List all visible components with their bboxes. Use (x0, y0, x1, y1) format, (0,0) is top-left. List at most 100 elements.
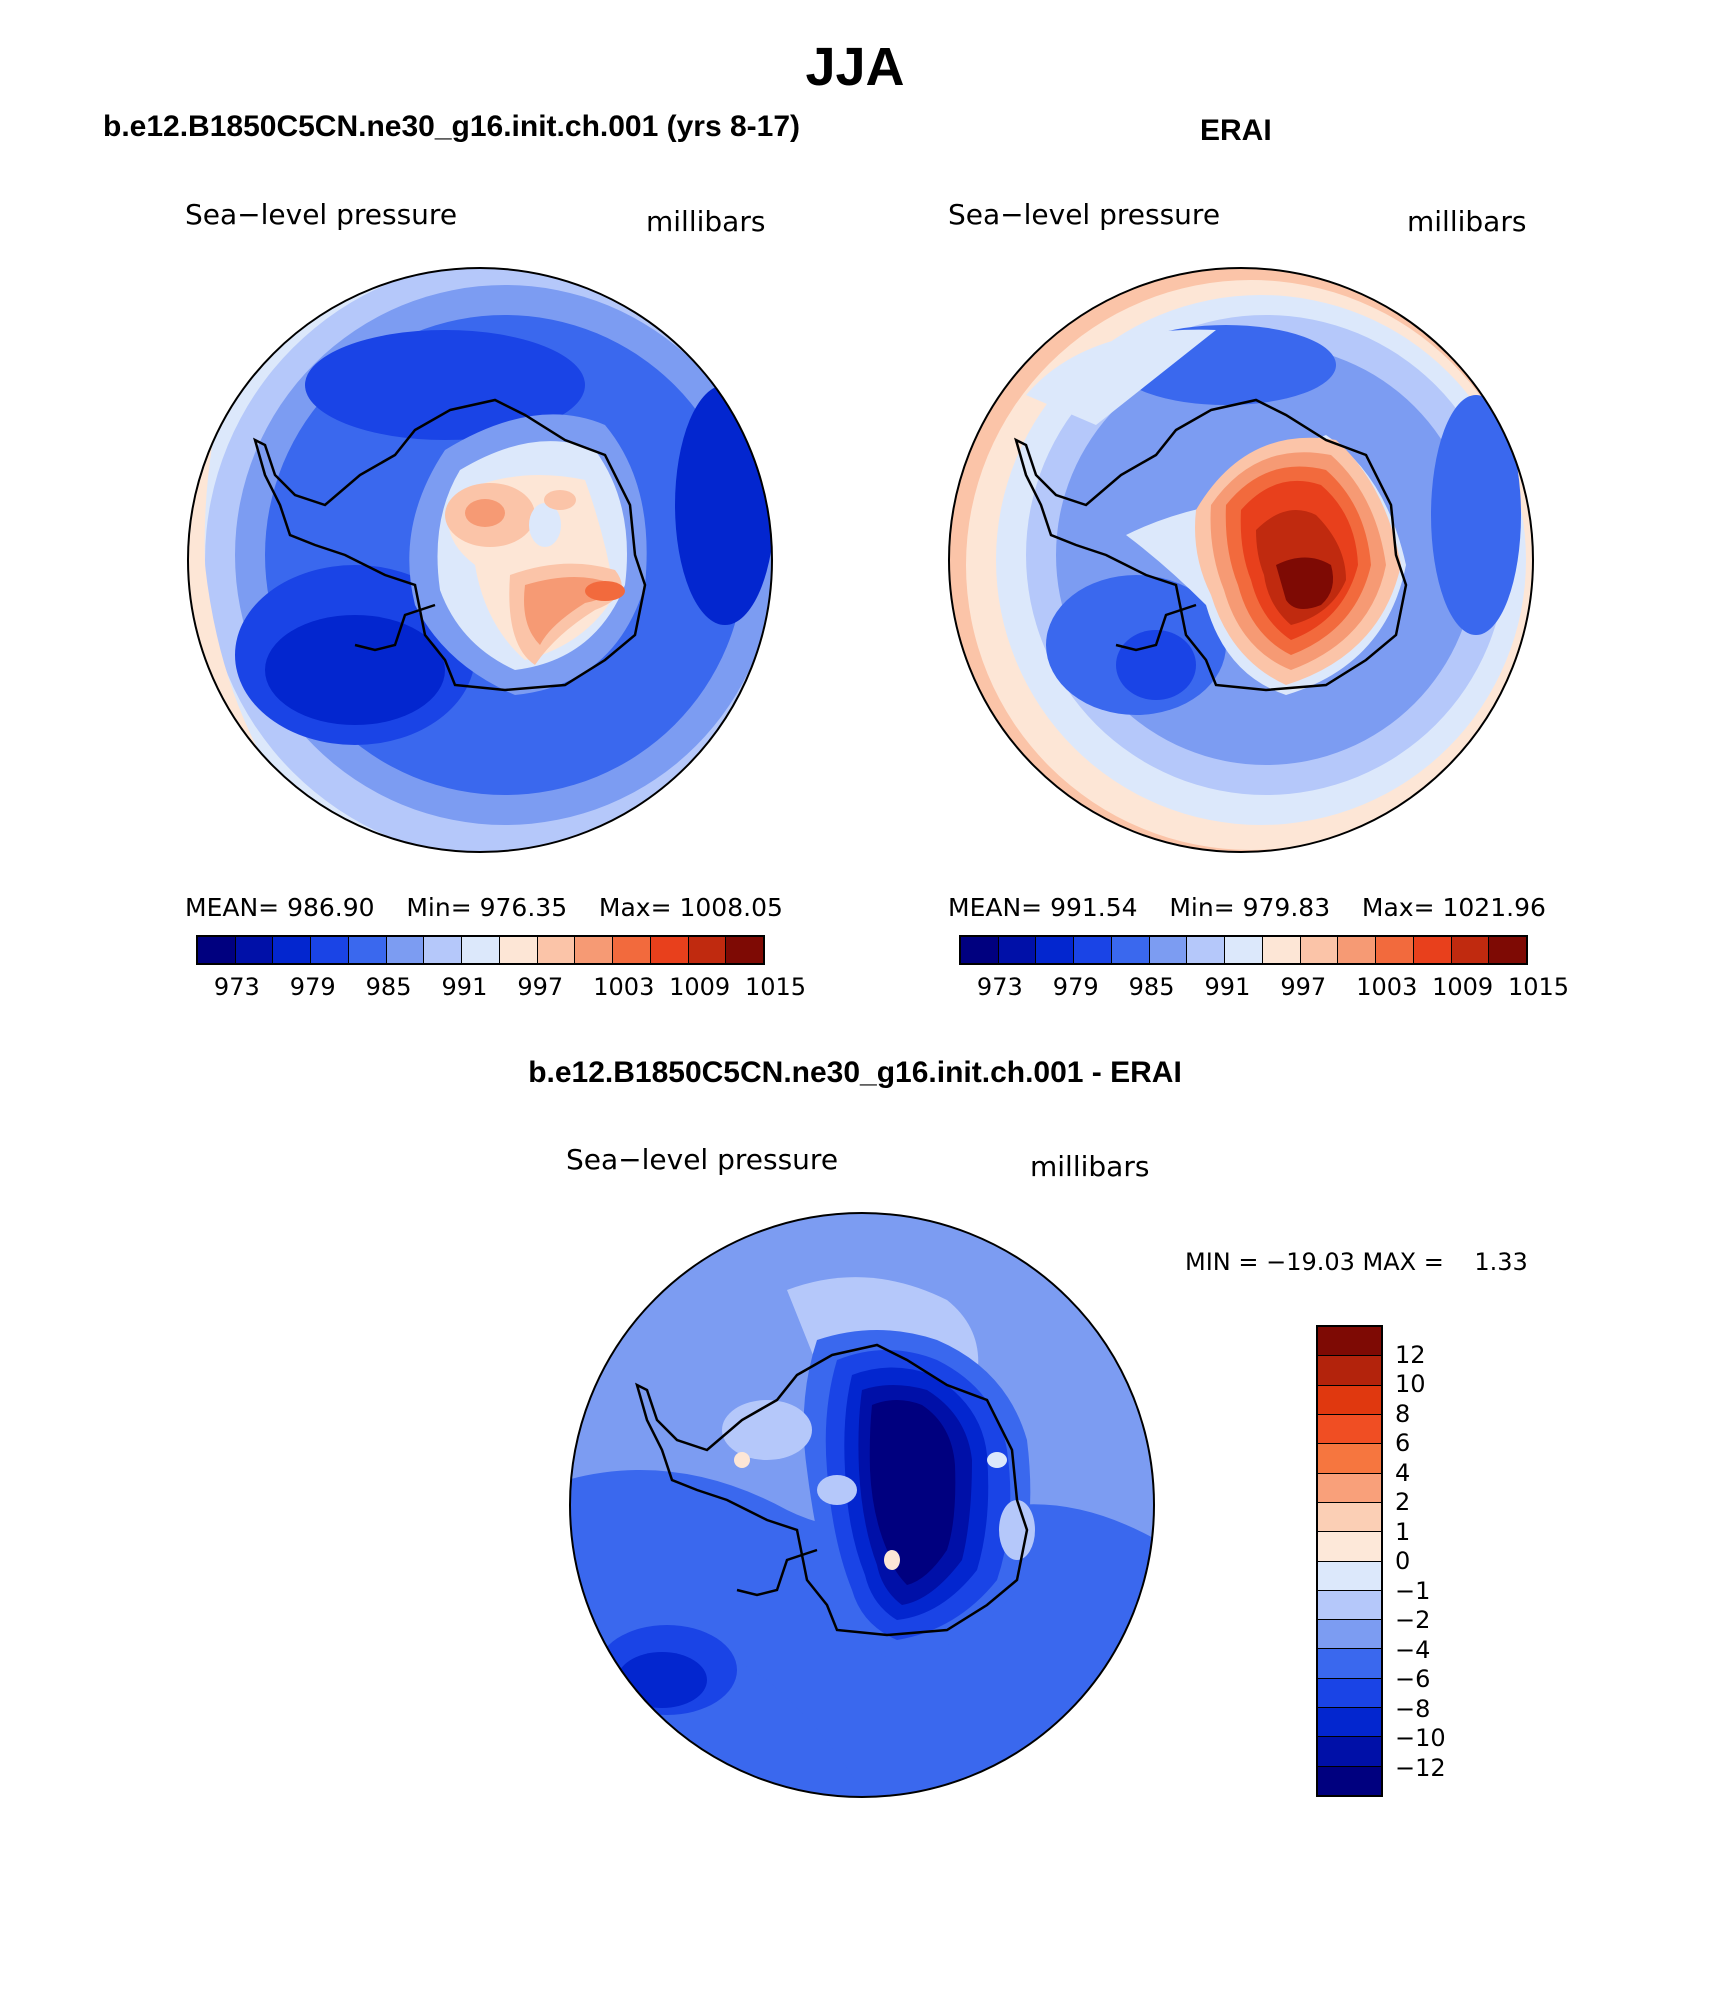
panel-2-mean-value: 991.54 (1050, 893, 1138, 922)
diff-field-label: Sea−level pressure (566, 1143, 839, 1176)
diff-colorbar-swatch (1318, 1414, 1381, 1445)
panel-2-colorbar-tick-label: 973 (976, 973, 1023, 1001)
diff-colorbar-tick-label: −1 (1395, 1576, 1431, 1605)
diff-colorbar-tick-label: 6 (1395, 1429, 1411, 1457)
panel-1-colorbar-tick-label: 991 (441, 973, 488, 1001)
panel-2-colorbar-swatch (998, 937, 1037, 963)
panel-2-colorbar-tick-label: 1015 (1508, 973, 1570, 1001)
panel-2-colorbar-tick-label: 997 (1280, 973, 1327, 1001)
panel-1-colorbar-swatch (311, 937, 349, 963)
panel-1-colorbar-swatch (424, 937, 463, 963)
panel-1-stats: MEAN= 986.90 Min= 976.35 Max= 1008.05 (185, 893, 783, 922)
diff-colorbar-swatch (1318, 1473, 1381, 1503)
diff-colorbar-tick-label: −6 (1395, 1665, 1431, 1693)
diff-colorbar-swatch (1318, 1708, 1381, 1738)
diff-colorbar-tick-label: −4 (1395, 1635, 1431, 1664)
panel-1-colorbar-tick-label: 997 (517, 973, 564, 1001)
panel-1-mean-label: MEAN= (185, 893, 280, 922)
panel-1-colorbar-swatch (613, 937, 651, 963)
diff-colorbar-swatch (1318, 1532, 1381, 1562)
panel-2-colorbar-swatch (961, 937, 999, 963)
diff-colorbar-swatch (1318, 1766, 1381, 1795)
diff-colorbar-swatch (1318, 1561, 1381, 1591)
panel-2-colorbar-swatch (1338, 937, 1377, 963)
panel-2-colorbar-tick-label: 1009 (1432, 973, 1494, 1001)
panel-1-max-label: Max= (598, 893, 672, 922)
panel-2-units-label: millibars (1407, 205, 1527, 238)
figure-title: JJA (805, 37, 905, 97)
diff-colorbar-tick-label: 4 (1395, 1458, 1411, 1487)
panel-2-colorbar-tick-label: 991 (1204, 973, 1251, 1001)
panel-2-max-value: 1021.96 (1442, 893, 1546, 922)
panel-2-colorbar-swatch (1036, 937, 1075, 963)
diff-colorbar-tick-label: −8 (1395, 1694, 1431, 1723)
panel-2-stats: MEAN= 991.54 Min= 979.83 Max= 1021.96 (948, 893, 1546, 922)
diff-colorbar-tick-label: 8 (1395, 1399, 1411, 1428)
panel-1-mean-value: 986.90 (287, 893, 375, 922)
panel-2-colorbar (959, 935, 1528, 965)
panel-1-map (187, 267, 773, 853)
panel-2-colorbar-swatch (1451, 937, 1490, 963)
panel-1-colorbar-swatch (650, 937, 689, 963)
panel-1-colorbar-tick-label: 979 (289, 973, 336, 1001)
panel-1-colorbar (196, 935, 765, 965)
panel-2-colorbar-tick-label: 1003 (1356, 973, 1418, 1001)
diff-colorbar-tick-label: 12 (1395, 1340, 1426, 1369)
diff-title: b.e12.B1850C5CN.ne30_g16.init.ch.001 - E… (528, 1056, 1182, 1089)
panel-1-max-value: 1008.05 (679, 893, 783, 922)
panel-2-title: ERAI (1200, 114, 1272, 147)
panel-1-colorbar-swatch (348, 937, 387, 963)
panel-2-colorbar-tick-label: 985 (1128, 973, 1175, 1001)
panel-1-colorbar-swatch (499, 937, 538, 963)
panel-1-colorbar-tick-label: 1003 (593, 973, 655, 1001)
diff-colorbar-swatch (1318, 1590, 1381, 1621)
diff-colorbar-swatch (1318, 1356, 1381, 1386)
diff-colorbar-tick-label: 1 (1395, 1517, 1411, 1546)
diff-colorbar-tick-label: 2 (1395, 1488, 1411, 1516)
panel-1-colorbar-swatch (273, 937, 312, 963)
panel-2-colorbar-swatch (1111, 937, 1150, 963)
panel-1-colorbar-swatch (235, 937, 274, 963)
panel-1-colorbar-tick-label: 1015 (745, 973, 807, 1001)
diff-colorbar-tick-label: 10 (1395, 1370, 1426, 1398)
panel-1-field-label: Sea−level pressure (185, 198, 458, 231)
diff-colorbar-tick-label: −12 (1395, 1753, 1446, 1782)
diff-colorbar-tick-label: −2 (1395, 1606, 1431, 1634)
panel-1-colorbar-swatch (462, 937, 500, 963)
panel-1-colorbar-swatch (575, 937, 614, 963)
panel-2-field-label: Sea−level pressure (948, 198, 1221, 231)
panel-1-colorbar-swatch (537, 937, 576, 963)
panel-1-min-value: 976.35 (479, 893, 568, 922)
panel-1-title: b.e12.B1850C5CN.ne30_g16.init.ch.001 (yr… (103, 110, 801, 143)
panel-2-colorbar-swatch (1489, 937, 1527, 963)
panel-1-colorbar-swatch (386, 937, 425, 963)
diff-colorbar-tick-label: 0 (1395, 1547, 1411, 1575)
diff-colorbar-swatch (1318, 1737, 1381, 1767)
panel-1-colorbar-swatch (688, 937, 727, 963)
diff-colorbar-swatch (1318, 1620, 1381, 1650)
panel-1-colorbar-tick-label: 1009 (669, 973, 731, 1001)
panel-1-min-label: Min= (406, 893, 472, 922)
panel-2-colorbar-swatch (1376, 937, 1414, 963)
diff-colorbar-swatch (1318, 1444, 1381, 1474)
diff-units-label: millibars (1030, 1150, 1150, 1183)
diff-colorbar-swatch (1318, 1678, 1381, 1709)
panel-2-map (948, 267, 1534, 853)
diff-colorbar-swatch (1318, 1649, 1381, 1679)
diff-colorbar-swatch (1318, 1502, 1381, 1533)
panel-2-min-value: 979.83 (1242, 893, 1331, 922)
panel-2-colorbar-swatch (1262, 937, 1301, 963)
panel-2-colorbar-swatch (1225, 937, 1263, 963)
diff-colorbar-swatch (1318, 1327, 1381, 1357)
panel-2-colorbar-swatch (1149, 937, 1188, 963)
panel-2-colorbar-swatch (1074, 937, 1112, 963)
diff-map (569, 1212, 1155, 1798)
panel-2-max-label: Max= (1361, 893, 1435, 922)
panel-1-colorbar-swatch (726, 937, 764, 963)
diff-minmax: MIN = −19.03 MAX = 1.33 (1185, 1248, 1528, 1276)
panel-1-units-label: millibars (646, 205, 766, 238)
panel-2-min-label: Min= (1169, 893, 1235, 922)
panel-2-colorbar-swatch (1300, 937, 1339, 963)
panel-2-mean-label: MEAN= (948, 893, 1043, 922)
panel-1-colorbar-swatch (198, 937, 236, 963)
